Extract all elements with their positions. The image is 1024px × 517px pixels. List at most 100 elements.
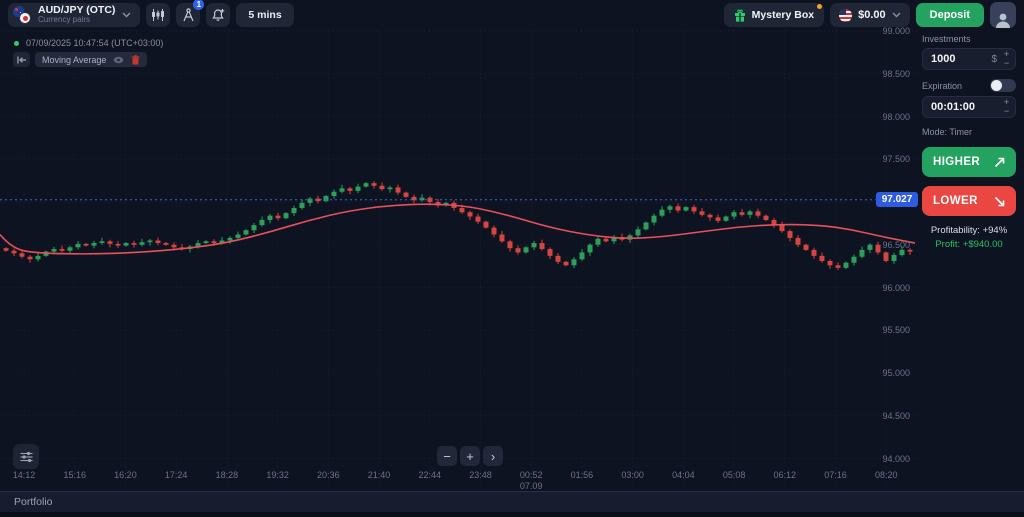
time-axis-label: 01:56 bbox=[570, 470, 594, 480]
candle-body bbox=[307, 198, 313, 203]
candle-body bbox=[675, 206, 681, 211]
portfolio-label: Portfolio bbox=[14, 496, 53, 508]
candle-body bbox=[555, 255, 561, 262]
moving-average-chip[interactable]: Moving Average bbox=[35, 52, 148, 67]
mystery-box-button[interactable]: Mystery Box bbox=[723, 3, 825, 27]
candle-body bbox=[203, 241, 209, 244]
time-axis-label: 20:36 bbox=[317, 470, 340, 480]
pair-subtitle: Currency pairs bbox=[38, 15, 91, 25]
mode-text: Mode: Timer bbox=[922, 127, 973, 137]
candle-body bbox=[275, 215, 281, 219]
server-timestamp: 07/09/2025 10:47:54 (UTC+03:00) bbox=[26, 38, 164, 48]
investment-decrease-button[interactable]: − bbox=[1003, 58, 1010, 68]
candle-body bbox=[707, 214, 713, 218]
candle-body bbox=[563, 261, 569, 266]
candle-body bbox=[747, 211, 753, 215]
deposit-button[interactable]: Deposit bbox=[915, 3, 984, 27]
candle-body bbox=[603, 238, 609, 242]
expiration-input[interactable]: 00:01:00 + − bbox=[922, 96, 1016, 118]
candle-body bbox=[363, 183, 369, 187]
candle-body bbox=[107, 241, 113, 244]
time-axis-label: 18:28 bbox=[215, 470, 239, 480]
toggle-knob bbox=[991, 80, 1002, 91]
candle-body bbox=[347, 188, 353, 191]
candle-body bbox=[795, 237, 801, 245]
candle-body bbox=[491, 227, 497, 235]
price-chart-canvas[interactable] bbox=[0, 0, 922, 490]
eye-icon[interactable] bbox=[113, 56, 124, 64]
candle-body bbox=[3, 248, 9, 251]
candle-body bbox=[51, 249, 57, 252]
alerts-button[interactable] bbox=[206, 3, 231, 27]
chart-zoom-controls: − + › bbox=[437, 446, 503, 466]
portfolio-bar[interactable]: Portfolio bbox=[0, 491, 1024, 512]
candle-body bbox=[827, 260, 833, 266]
account-balance-dropdown[interactable]: $0.00 bbox=[830, 3, 910, 27]
candle-body bbox=[699, 211, 705, 215]
chart-settings-button[interactable] bbox=[13, 444, 39, 469]
zoom-in-button[interactable]: + bbox=[460, 446, 480, 466]
candle-body bbox=[59, 249, 65, 251]
profitability-text: Profitability: +94% bbox=[930, 225, 1008, 236]
investment-input[interactable]: 1000 $ + − bbox=[922, 48, 1016, 70]
candle-body bbox=[419, 197, 425, 201]
expiration-decrease-button[interactable]: − bbox=[1003, 106, 1010, 116]
candle-body bbox=[99, 241, 105, 244]
time-axis-label: 16:20 bbox=[114, 470, 137, 480]
profit-text: Profit: +$940.00 bbox=[935, 239, 1003, 250]
candle-body bbox=[171, 244, 177, 248]
higher-button[interactable]: HIGHER bbox=[922, 147, 1016, 177]
lower-label: LOWER bbox=[933, 195, 978, 207]
notification-dot bbox=[817, 4, 823, 9]
scroll-to-latest-button[interactable]: › bbox=[483, 446, 503, 466]
investment-value[interactable]: 1000 bbox=[931, 53, 956, 65]
investment-increase-button[interactable]: + bbox=[1003, 49, 1010, 59]
candle-body bbox=[475, 216, 481, 222]
bell-plus-icon bbox=[212, 9, 225, 21]
candle-body bbox=[715, 217, 721, 221]
candle-body bbox=[803, 244, 809, 250]
candle-body bbox=[131, 243, 137, 245]
price-axis-label: 94.500 bbox=[882, 410, 910, 421]
zoom-out-button[interactable]: − bbox=[437, 446, 457, 466]
candle-body bbox=[515, 248, 521, 253]
collapse-indicators-button[interactable] bbox=[13, 52, 30, 67]
candle-body bbox=[19, 253, 25, 257]
currency-symbol: $ bbox=[991, 53, 997, 65]
candle-body bbox=[227, 237, 233, 241]
candle-body bbox=[195, 243, 201, 247]
higher-label: HIGHER bbox=[933, 156, 981, 168]
candle-body bbox=[147, 240, 153, 243]
candle-body bbox=[787, 231, 793, 238]
trash-icon[interactable] bbox=[131, 54, 140, 65]
price-axis-label: 96.500 bbox=[882, 239, 910, 250]
expiration-value[interactable]: 00:01:00 bbox=[931, 101, 976, 113]
server-time-row: 07/09/2025 10:47:54 (UTC+03:00) bbox=[14, 38, 163, 48]
candle-body bbox=[259, 219, 265, 226]
lower-button[interactable]: LOWER bbox=[922, 186, 1016, 216]
pair-flags-icon bbox=[13, 6, 31, 24]
candle-body bbox=[83, 243, 89, 246]
candle-body bbox=[683, 207, 689, 211]
currency-pair-selector[interactable]: AUD/JPY (OTC) Currency pairs bbox=[8, 3, 141, 27]
chevron-down-icon bbox=[122, 12, 131, 18]
time-axis-label: 21:40 bbox=[367, 470, 391, 480]
timeframe-button[interactable]: 5 mins bbox=[236, 3, 294, 27]
trade-panel: Investments 1000 $ + − Expiration 00:01:… bbox=[922, 34, 1016, 250]
chart-type-button[interactable] bbox=[146, 3, 171, 27]
candle-body bbox=[835, 265, 841, 268]
candle-body bbox=[651, 215, 657, 223]
candlestick-chart-icon bbox=[152, 9, 165, 21]
drawing-tools-button[interactable]: 1 bbox=[176, 0, 205, 27]
profile-avatar[interactable] bbox=[990, 2, 1016, 28]
candle-body bbox=[547, 249, 553, 256]
moving-average-line bbox=[0, 203, 916, 255]
candle-body bbox=[211, 241, 217, 244]
candle-body bbox=[691, 207, 697, 212]
pair-name: AUD/JPY (OTC) bbox=[38, 3, 116, 16]
gift-icon bbox=[734, 8, 745, 22]
indicator-row: Moving Average bbox=[13, 52, 148, 67]
expiration-increase-button[interactable]: + bbox=[1003, 97, 1010, 107]
candle-body bbox=[539, 243, 545, 250]
expiration-toggle[interactable] bbox=[990, 79, 1016, 92]
